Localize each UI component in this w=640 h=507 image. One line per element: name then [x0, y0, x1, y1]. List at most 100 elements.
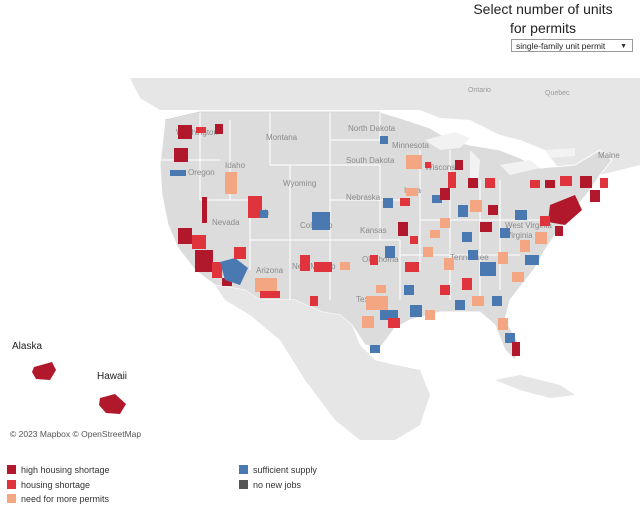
metro-area[interactable] — [225, 172, 237, 194]
metro-areas[interactable] — [170, 124, 608, 356]
metro-area[interactable] — [480, 262, 496, 276]
metro-area[interactable] — [540, 216, 550, 226]
metro-area[interactable] — [560, 176, 572, 186]
metro-area[interactable] — [498, 318, 508, 330]
metro-area[interactable] — [178, 125, 192, 139]
metro-area[interactable] — [505, 333, 515, 343]
legend-item-housing-shortage[interactable]: housing shortage — [7, 479, 90, 491]
metro-area[interactable] — [535, 232, 547, 244]
metro-area[interactable] — [383, 198, 393, 208]
metro-area[interactable] — [400, 198, 410, 206]
metro-area[interactable] — [260, 291, 280, 298]
metro-area[interactable] — [432, 195, 442, 203]
metro-area[interactable] — [468, 178, 478, 188]
metro-area[interactable] — [410, 236, 418, 244]
metro-area[interactable] — [380, 310, 398, 320]
metro-area[interactable] — [488, 205, 498, 215]
permit-units-select[interactable]: single-family unit permit ▼ — [511, 39, 633, 52]
metro-area[interactable] — [555, 226, 563, 236]
metro-area[interactable] — [370, 345, 380, 353]
metro-area[interactable] — [215, 124, 223, 134]
metro-area[interactable] — [388, 318, 400, 328]
hawaii-shape[interactable] — [99, 394, 126, 414]
metro-area[interactable] — [260, 210, 268, 218]
metro-area[interactable] — [462, 278, 472, 290]
metro-area[interactable] — [222, 278, 232, 286]
chevron-down-icon[interactable]: ▼ — [620, 43, 627, 50]
metro-area[interactable] — [192, 235, 206, 249]
metro-area[interactable] — [406, 188, 418, 196]
metro-area[interactable] — [498, 252, 508, 264]
metro-area[interactable] — [312, 212, 330, 230]
metro-area[interactable] — [174, 148, 188, 162]
metro-area[interactable] — [512, 342, 520, 356]
metro-area[interactable] — [444, 258, 454, 270]
metro-area[interactable] — [255, 278, 277, 292]
metro-area[interactable] — [406, 155, 422, 169]
metro-area[interactable] — [366, 296, 388, 310]
cuba-land — [495, 375, 575, 398]
metro-area[interactable] — [404, 285, 414, 295]
metro-area[interactable] — [423, 247, 433, 257]
metro-area[interactable] — [430, 230, 440, 238]
metro-area[interactable] — [362, 316, 374, 328]
metro-area[interactable] — [440, 285, 450, 295]
metro-area[interactable] — [410, 305, 422, 317]
metro-area[interactable] — [170, 170, 186, 176]
metro-area[interactable] — [448, 172, 456, 188]
metro-area[interactable] — [468, 250, 478, 260]
metro-area[interactable] — [458, 205, 468, 217]
metro-area[interactable] — [196, 127, 206, 133]
metro-area[interactable] — [405, 262, 419, 272]
metro-area[interactable] — [485, 178, 495, 188]
legend-item-sufficient-supply[interactable]: sufficient supply — [239, 464, 317, 476]
metro-area[interactable] — [425, 162, 431, 168]
metro-area[interactable] — [600, 178, 608, 188]
legend-item-no-new-jobs[interactable]: no new jobs — [239, 479, 301, 491]
metro-area[interactable] — [512, 272, 524, 282]
metro-area[interactable] — [212, 262, 222, 278]
metro-area[interactable] — [178, 228, 192, 244]
metro-area[interactable] — [590, 190, 600, 202]
alaska-shape[interactable] — [32, 362, 56, 380]
metro-area[interactable] — [530, 180, 540, 188]
metro-area[interactable] — [248, 196, 262, 218]
metro-area[interactable] — [340, 262, 350, 270]
metro-area[interactable] — [440, 218, 450, 228]
metro-area[interactable] — [480, 222, 492, 232]
legend-item-high-housing-shortage[interactable]: high housing shortage — [7, 464, 110, 476]
legend-item-need-for-more-permits[interactable]: need for more permits — [7, 493, 109, 505]
metro-area[interactable] — [425, 310, 435, 320]
metro-area[interactable] — [314, 262, 332, 272]
metro-area[interactable] — [370, 255, 378, 265]
metro-area[interactable] — [300, 255, 310, 271]
metro-area[interactable] — [234, 247, 246, 259]
state-label-west-virginia: West Virginia — [505, 221, 552, 230]
metro-area[interactable] — [462, 232, 472, 242]
metro-area[interactable] — [545, 180, 555, 188]
metro-area[interactable] — [385, 246, 395, 258]
metro-area[interactable] — [580, 176, 592, 188]
metro-area[interactable] — [195, 250, 213, 272]
metro-area[interactable] — [520, 240, 530, 252]
metro-area[interactable] — [515, 210, 527, 220]
metro-area[interactable] — [500, 228, 510, 238]
metro-area[interactable] — [525, 255, 539, 265]
metro-area[interactable] — [472, 296, 484, 306]
state-label-arizona: Arizona — [256, 266, 284, 275]
map-attribution[interactable]: © 2023 Mapbox © OpenStreetMap — [10, 429, 142, 439]
metro-area[interactable] — [220, 258, 248, 285]
metro-area[interactable] — [548, 195, 582, 225]
metro-area[interactable] — [455, 300, 465, 310]
us-metro-map[interactable]: Ontario Quebec Washington Oregon Montana… — [0, 78, 640, 440]
metro-area[interactable] — [398, 222, 408, 236]
metro-area[interactable] — [310, 296, 318, 306]
metro-area[interactable] — [380, 136, 388, 144]
metro-area[interactable] — [492, 296, 502, 306]
metro-area[interactable] — [455, 160, 463, 170]
inset-label-hawaii: Hawaii — [97, 371, 127, 382]
metro-area[interactable] — [376, 285, 386, 293]
metro-area[interactable] — [202, 197, 207, 223]
metro-area[interactable] — [470, 200, 482, 212]
metro-area[interactable] — [440, 188, 450, 200]
